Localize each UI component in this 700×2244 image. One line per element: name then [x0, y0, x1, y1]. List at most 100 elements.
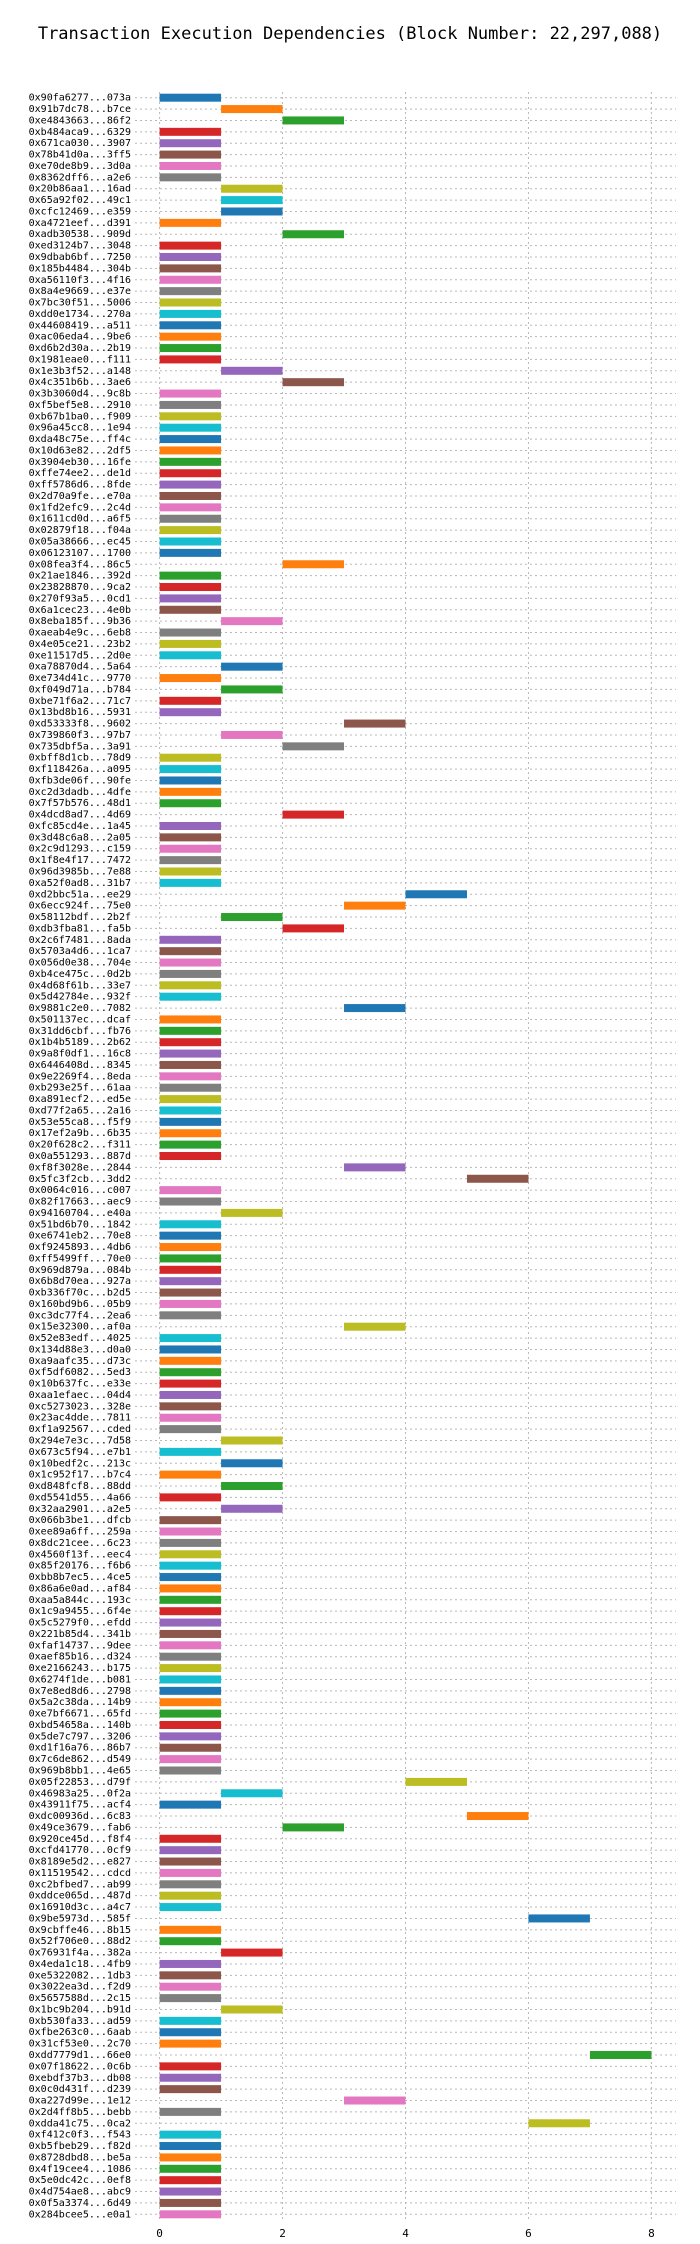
y-tick-label: 0x44608419...a511 [29, 320, 131, 331]
bar [159, 1573, 222, 1582]
y-tick-label: 0xfc85cd4e...1a45 [29, 821, 131, 832]
y-tick-label: 0xff5499ff...70e0 [29, 1253, 131, 1264]
y-tick-label: 0x90fa6277...073a [29, 93, 131, 104]
y-tick-label: 0x1e3b3f52...a148 [29, 366, 131, 377]
y-tick-label: 0xf049d71a...b784 [29, 684, 131, 695]
y-tick-label: 0xdd7779d1...66e0 [29, 2050, 131, 2061]
y-tick-label: 0x1b4b5189...2b62 [29, 1037, 131, 1048]
y-tick-label: 0x91b7dc78...b7ce [29, 104, 131, 115]
y-tick-label: 0xe11517d5...2d0e [29, 650, 131, 661]
bar [159, 1220, 222, 1229]
bar [159, 708, 222, 717]
bar [159, 480, 222, 489]
bar [159, 1106, 222, 1115]
y-tick-label: 0xa56110f3...4f16 [29, 275, 131, 286]
bar [405, 890, 467, 899]
y-tick-label: 0xd53333f8...9602 [29, 719, 131, 730]
bar [344, 1322, 406, 1331]
bar [159, 1413, 222, 1422]
y-tick-label: 0xdc00936d...6c83 [29, 1811, 131, 1822]
y-tick-label: 0x066b3be1...dfcb [29, 1515, 131, 1526]
bar [159, 992, 222, 1001]
bar [159, 1083, 222, 1092]
y-tick-label: 0x52e83edf...4025 [29, 1333, 131, 1344]
bar [159, 1846, 222, 1855]
bar [159, 583, 222, 592]
bar [159, 514, 222, 523]
y-tick-label: 0x8a4e9669...e37e [29, 286, 131, 297]
bar [159, 821, 222, 830]
bar [159, 2142, 222, 2151]
bar [159, 947, 222, 956]
bar [159, 1049, 222, 1058]
y-tick-label: 0xe734d41c...9770 [29, 673, 131, 684]
y-tick-label: 0x739860f3...97b7 [29, 730, 131, 741]
bar [466, 1812, 529, 1821]
y-tick-label: 0xbd54658a...140b [29, 1720, 131, 1731]
bar [159, 253, 222, 262]
bar [159, 867, 222, 876]
bar [159, 969, 222, 978]
bar [159, 1299, 222, 1308]
bar [528, 1914, 590, 1923]
y-tick-label: 0x8728dbd8...be5a [29, 2152, 131, 2163]
y-tick-label: 0xd6b2d30a...2b19 [29, 343, 131, 354]
y-tick-label: 0x0c0d431f...d239 [29, 2084, 131, 2095]
y-tick-label: 0xdd0e1734...270a [29, 309, 131, 320]
y-tick-label: 0x15e32300...af0a [29, 1322, 131, 1333]
bar [159, 1880, 222, 1889]
bar [159, 1686, 222, 1695]
bar [159, 1072, 222, 1081]
y-tick-label: 0xb336f70c...b2d5 [29, 1288, 131, 1299]
y-tick-label: 0xe4843663...86f2 [29, 115, 131, 126]
y-tick-label: 0x8dc21cee...6c23 [29, 1538, 131, 1549]
y-tick-label: 0x5d42784e...932f [29, 992, 131, 1003]
bar [159, 639, 222, 648]
bar [159, 389, 222, 398]
bar [159, 457, 222, 466]
y-tick-label: 0x5703a4d6...1ca7 [29, 946, 131, 957]
bar [344, 2096, 406, 2105]
bar [159, 1664, 222, 1673]
y-tick-label: 0x2c6f7481...8ada [29, 935, 131, 946]
bar [159, 1800, 222, 1809]
bar [159, 1243, 222, 1252]
bar [159, 2085, 222, 2094]
bar [221, 1208, 283, 1217]
y-tick-label: 0xa52f0ad8...31b7 [29, 878, 131, 889]
bar [159, 753, 222, 762]
y-tick-label: 0xb5fbeb29...f82d [29, 2141, 131, 2152]
bar [159, 1868, 222, 1877]
y-tick-label: 0x5a2c38da...14b9 [29, 1697, 131, 1708]
y-tick-label: 0x4eda1c18...4fb9 [29, 1959, 131, 1970]
bar [159, 1288, 222, 1297]
bar [159, 1971, 222, 1980]
y-tick-label: 0x6274f1de...b081 [29, 1674, 131, 1685]
y-tick-label: 0x10d63e82...2df5 [29, 445, 131, 456]
y-tick-label: 0x185b4484...304b [29, 263, 131, 274]
y-tick-label: 0xdda41c75...0ca2 [29, 2118, 131, 2129]
bar [159, 1334, 222, 1343]
bar [221, 207, 283, 216]
x-tick-label: 0 [156, 2227, 163, 2240]
y-tick-label: 0x8189e5d2...e827 [29, 1857, 131, 1868]
y-tick-label: 0x294e7e3c...7d58 [29, 1435, 131, 1446]
y-tick-label: 0xf412c0f3...f543 [29, 2130, 131, 2141]
y-tick-label: 0x9e2269f4...8eda [29, 1071, 131, 1082]
bar [159, 1311, 222, 1320]
y-tick-label: 0xe5322082...1db3 [29, 1970, 131, 1981]
bar [159, 856, 222, 865]
y-tick-label: 0x96d3985b...7e88 [29, 867, 131, 878]
bar [221, 105, 283, 114]
bar [159, 1709, 222, 1718]
bar [159, 2164, 222, 2173]
y-tick-label: 0xa4721eef...d391 [29, 218, 131, 229]
y-tick-label: 0xc2d3dadb...4dfe [29, 787, 131, 798]
y-tick-label: 0x5de7c797...3206 [29, 1731, 131, 1742]
bar [221, 1459, 283, 1468]
y-tick-label: 0x8362dff6...a2e6 [29, 172, 131, 183]
y-tick-label: 0xa9aafc35...d73c [29, 1356, 131, 1367]
y-tick-label: 0x96a45cc8...1e94 [29, 423, 131, 434]
y-tick-label: 0x06123107...1700 [29, 548, 131, 559]
bar [282, 560, 345, 569]
